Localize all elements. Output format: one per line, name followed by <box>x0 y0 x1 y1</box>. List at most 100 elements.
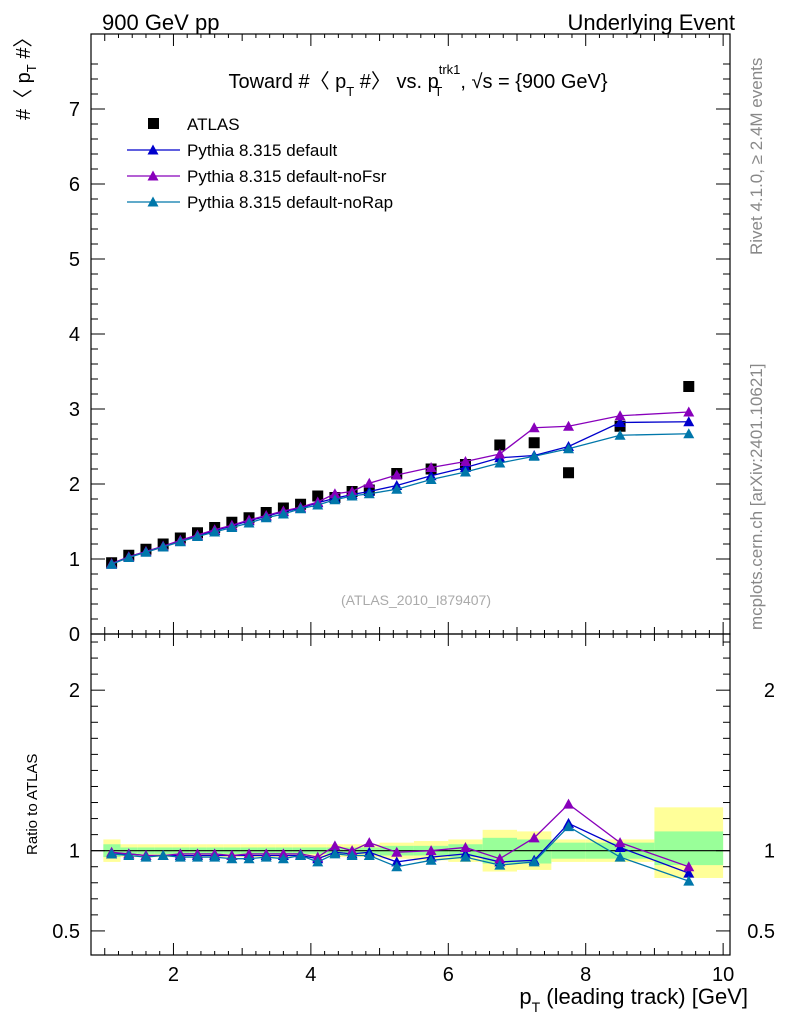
legend-label: Pythia 8.315 default <box>187 141 338 160</box>
main-point <box>528 422 540 433</box>
mcplots-label: mcplots.cern.ch [arXiv:2401.10621] <box>747 364 766 630</box>
ratio-point <box>192 851 203 862</box>
legend: ATLAS Pythia 8.315 default Pythia 8.315 de… <box>127 115 393 212</box>
title-pre-sub: T <box>346 84 354 99</box>
rivet-version-label: Rivet 4.1.0, ≥ 2.4M events <box>747 58 766 255</box>
ratio-point <box>140 851 152 862</box>
atlas-point <box>563 467 575 479</box>
atlas-point <box>683 381 695 392</box>
main-point <box>346 490 358 501</box>
header-right: Underlying Event <box>567 10 735 35</box>
main-point <box>614 429 626 440</box>
main-point <box>312 499 324 510</box>
main-point <box>174 536 186 547</box>
main-point <box>106 558 118 569</box>
legend-marker-atlas <box>148 118 159 129</box>
ratio-point <box>391 846 403 857</box>
ratio-point <box>209 851 221 862</box>
main-point <box>614 417 626 427</box>
ratio-point <box>459 851 471 862</box>
ratio-series-noRap <box>106 821 695 886</box>
x-axis-label: pT (leading track) [GeV] <box>519 984 748 1015</box>
main-series-noRap <box>106 428 695 569</box>
x-tick-label: 2 <box>168 964 179 986</box>
main-point <box>209 526 221 537</box>
band-inner-segment <box>654 831 724 866</box>
ratio-point <box>363 849 375 860</box>
main-point <box>243 517 255 528</box>
ratio-point <box>683 867 695 878</box>
ratio-point <box>614 837 626 848</box>
ratio-point <box>494 859 506 870</box>
ratio-point <box>528 856 540 867</box>
ratio-point <box>260 851 272 862</box>
ratio-point <box>683 861 695 872</box>
y-tick-label: 0 <box>69 624 80 646</box>
main-point <box>425 474 437 484</box>
atlas-point <box>312 490 324 502</box>
ylabel-post: #〉 <box>13 28 35 65</box>
ratio-y-tick-label: 2 <box>69 680 80 702</box>
main-point <box>277 508 289 519</box>
main-point <box>494 457 506 468</box>
ylabel-pre: #〈 p <box>13 72 35 120</box>
ratio-point <box>346 849 358 860</box>
main-point <box>363 477 375 488</box>
ratio-y-tick-label-right: 2 <box>764 680 775 702</box>
ratio-point <box>494 853 506 864</box>
y-tick-label: 2 <box>69 474 80 496</box>
ratio-point <box>106 848 118 859</box>
main-plot: 0 1 2 3 4 5 6 7 (ATLAS_2010_I879407) Toward #〈 … <box>13 28 731 646</box>
main-point <box>494 448 506 459</box>
title-pre: Toward #〈 p <box>228 71 346 93</box>
ratio-point <box>226 853 238 864</box>
xlabel-sub: T <box>532 999 541 1015</box>
legend-label: Pythia 8.315 default-noRap <box>187 193 393 212</box>
ratio-point <box>329 840 341 851</box>
ratio-point <box>563 821 575 832</box>
main-point <box>329 494 341 505</box>
ratio-point <box>425 845 437 856</box>
y-tick-label: 3 <box>69 399 80 421</box>
ratio-point <box>312 856 324 867</box>
ratio-series-noFsr <box>106 798 695 872</box>
ratio-point <box>277 853 289 864</box>
main-point <box>391 469 403 480</box>
legend-marker <box>147 196 159 207</box>
ratio-point <box>459 841 471 852</box>
ratio-point <box>174 851 186 862</box>
y-tick-label: 5 <box>69 249 80 271</box>
ratio-point <box>425 854 437 865</box>
ratio-y-tick-label: 1 <box>69 841 80 863</box>
x-tick-label: 8 <box>580 964 591 986</box>
ratio-point <box>614 851 626 862</box>
main-point <box>157 541 169 552</box>
plot-title: Toward #〈 pT #〉 vs. ptrk1 T, √s = {900 Ge… <box>228 62 607 99</box>
main-line <box>111 433 689 565</box>
x-tick-label: 10 <box>712 964 734 986</box>
y-tick-label: 4 <box>69 324 80 346</box>
ratio-point <box>563 798 575 809</box>
main-point <box>563 420 575 431</box>
legend-label: ATLAS <box>187 115 240 134</box>
main-point <box>683 416 695 427</box>
y-tick-label: 6 <box>69 174 80 196</box>
y-tick-label: 7 <box>69 99 80 121</box>
ratio-point <box>123 849 135 860</box>
ratio-uncertainty-bands <box>103 807 724 878</box>
x-tick-label: 6 <box>443 964 454 986</box>
title-mid: #〉 vs. p <box>354 71 438 93</box>
main-point <box>295 503 307 514</box>
main-point <box>123 552 135 562</box>
atlas-point <box>528 437 540 449</box>
analysis-watermark: (ATLAS_2010_I879407) <box>341 592 491 608</box>
title-mid-sub: T <box>434 84 442 99</box>
main-point <box>425 462 437 472</box>
main-point <box>459 466 471 477</box>
ratio-point <box>363 837 375 848</box>
main-ticks: 0 1 2 3 4 5 6 7 <box>69 34 730 646</box>
main-point <box>683 406 695 417</box>
main-point <box>391 483 403 494</box>
main-point <box>226 522 238 532</box>
